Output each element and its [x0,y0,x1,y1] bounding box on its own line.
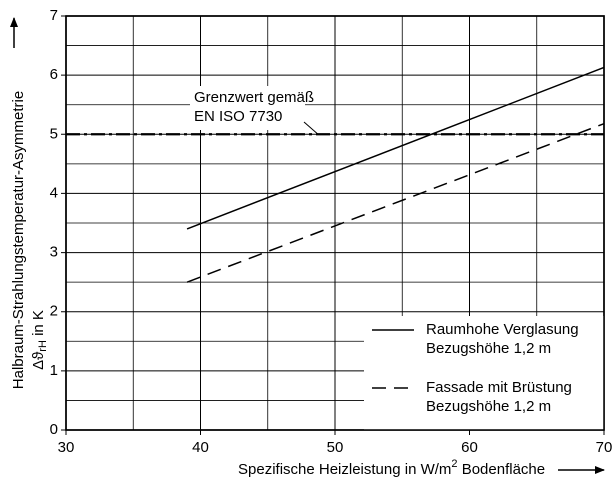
annotation: EN ISO 7730 [194,108,282,125]
y-tick-label: 7 [50,7,58,24]
y-tick-label: 3 [50,244,58,261]
legend-label: Fassade mit Brüstung [426,379,572,396]
legend-label: Raumhohe Verglasung [426,321,579,338]
x-tick-label: 40 [192,439,209,456]
legend-box [364,316,604,430]
y-tick-label: 0 [50,421,58,438]
y-axis-label-symbol: ΔϑrH in K [30,310,49,370]
x-tick-label: 50 [327,439,344,456]
series-line [186,66,605,230]
y-tick-label: 5 [50,125,58,142]
annotation: Grenzwert gemäß [194,89,314,106]
legend-sublabel: Bezugshöhe 1,2 m [426,398,551,415]
x-label-text: Bodenfläche [458,461,546,478]
x-superscript: 2 [451,458,457,470]
legend-sublabel: Bezugshöhe 1,2 m [426,340,551,357]
y-tick-label: 1 [50,362,58,379]
x-axis-label: Spezifische Heizleistung in W/m2 Bodenfl… [238,458,545,478]
y-tick-label: 2 [50,303,58,320]
x-tick-label: 30 [58,439,75,456]
annotation-leader [303,121,319,135]
y-subscript: rH [37,340,49,352]
y-tick-label: 6 [50,66,58,83]
x-tick-label: 70 [596,439,613,456]
y-unit: in K [30,310,47,340]
y-tick-label: 4 [50,184,58,201]
series-line [186,122,605,283]
y-symbol: Δϑ [30,351,47,370]
plot-frame-edge [65,15,605,431]
annotation-bg [190,86,305,130]
x-tick-label: 60 [461,439,478,456]
y-axis-label: Halbraum-Strahlungstemperatur-Asymmetrie [10,91,27,389]
x-label-text: Spezifische Heizleistung in W/m [238,461,451,478]
